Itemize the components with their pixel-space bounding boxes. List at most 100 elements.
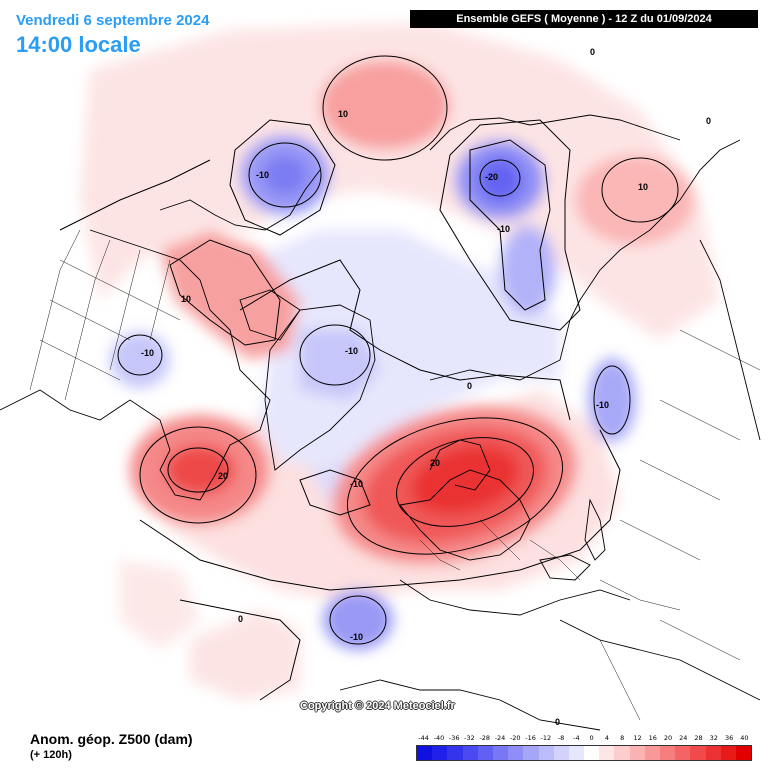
scale-swatch: [462, 746, 478, 760]
scale-swatch: [660, 746, 676, 760]
label-scandinavia-high: 20: [430, 458, 440, 468]
coast-caspian: [584, 498, 606, 561]
label-kazakh-low: -10: [596, 400, 609, 410]
contour-bering-0: [229, 119, 336, 236]
contour-kara-0: [439, 119, 581, 331]
contour-hudson-m10: [117, 334, 163, 376]
contour-pacific-zero: [59, 159, 211, 231]
scale-label: 12: [633, 734, 642, 742]
contour-south-0: [139, 429, 621, 591]
coast-mediterranean: [399, 579, 631, 616]
label-hudson-low: -10: [141, 348, 154, 358]
scale-label: -8: [557, 734, 565, 742]
scale-swatch: [508, 746, 524, 760]
scale-swatch: [492, 746, 509, 760]
label-atlantic-zero: 0: [238, 614, 243, 624]
scale-label: -32: [464, 734, 475, 742]
low-kazakh: [588, 358, 636, 442]
scale-swatch: [417, 746, 433, 760]
label-greenland-low: -10: [345, 346, 358, 356]
scale-swatch: [447, 746, 463, 760]
scale-label: -4: [573, 734, 580, 742]
contour-atlantic-m10: [299, 469, 371, 516]
low-bering-core: [263, 155, 307, 195]
scale-label: -24: [494, 734, 506, 742]
coast-scandinavia: [429, 439, 491, 491]
contour-us-east-20: [167, 447, 229, 493]
anomaly-field: [80, 22, 720, 700]
label-pacific-zero: 0: [590, 47, 595, 57]
contour-arctic-0: [239, 259, 571, 421]
label-kara-low: -20: [485, 172, 498, 182]
coastlines: [0, 114, 761, 731]
scale-swatch: [568, 746, 585, 760]
lead-time: (+ 120h): [30, 749, 72, 761]
contour-canada-10: [169, 239, 281, 346]
contour-kazakh-m10: [593, 365, 631, 435]
high-scandinavia-core: [411, 445, 519, 515]
scale-label: -36: [448, 734, 460, 742]
scale-label: -12: [540, 734, 552, 742]
borders: [29, 229, 761, 721]
contour-bering-m10: [248, 142, 322, 208]
scale-label: -16: [525, 734, 536, 742]
high-canada: [160, 230, 300, 360]
contour-siberia-10: [601, 157, 679, 223]
scale-label: 16: [648, 734, 657, 742]
scale-label: 28: [694, 734, 703, 742]
anomaly-positive-sw: [190, 610, 300, 700]
label-us-east-high: 20: [218, 471, 228, 481]
scale-label: 8: [620, 734, 625, 742]
coast-africa: [339, 679, 601, 731]
contour-pacific-10: [322, 55, 448, 161]
scale-swatch: [553, 746, 569, 760]
copyright-notice: Copyright © 2024 Meteociel.fr: [300, 700, 455, 712]
contour-greenland-m10: [299, 324, 371, 386]
contour-labels: 10 -10 -20 -10 10 10 -10 -10 0 20 -10 20…: [141, 47, 711, 727]
parameter-title: Anom. géop. Z500 (dam): [30, 731, 193, 747]
scale-label: 32: [709, 734, 718, 742]
contour-us-east-10: [139, 426, 257, 524]
scale-swatch: [614, 746, 630, 760]
contour-kara-m10: [469, 139, 551, 311]
low-iberia: [323, 590, 393, 650]
low-kara-core: [478, 158, 522, 202]
low-hudson: [110, 332, 170, 388]
scale-swatch: [538, 746, 554, 760]
coast-kamchatka: [429, 114, 681, 151]
high-us-east-core: [165, 445, 235, 495]
scale-swatch: [735, 746, 752, 760]
scale-swatch: [523, 746, 539, 760]
contours: [59, 55, 679, 701]
coast-arctic-islands: [239, 289, 301, 341]
label-asia-zero: 0: [706, 116, 711, 126]
scale-swatch: [584, 746, 600, 760]
model-run-banner: Ensemble GEFS ( Moyenne ) - 12 Z du 01/0…: [410, 10, 758, 28]
scale-swatch: [644, 746, 660, 760]
label-bering-low: -10: [256, 170, 269, 180]
anomaly-positive-pacific-sw: [120, 560, 200, 650]
coast-asia-south: [559, 619, 761, 701]
coast-alaska: [159, 169, 321, 231]
scale-label: 4: [604, 734, 609, 742]
scale-label: -28: [479, 734, 491, 742]
label-arctic-zero: 0: [467, 381, 472, 391]
contour-iberia-m10: [329, 595, 387, 645]
label-siberia-high: 10: [638, 182, 648, 192]
color-scale-bar: [416, 745, 752, 761]
high-siberia: [575, 155, 695, 245]
scale-label: 0: [589, 734, 594, 742]
coast-siberia: [429, 139, 741, 381]
scale-swatch: [705, 746, 721, 760]
scale-label: 24: [679, 734, 688, 742]
contour-southwest-0: [179, 599, 301, 701]
coast-black-sea: [539, 554, 591, 581]
contour-scandinavia-20: [396, 437, 534, 527]
coast-east-asia: [699, 239, 761, 441]
label-pacific-high: 10: [338, 109, 348, 119]
color-scale-labels: -44 -40 -36 -32 -28 -24 -20 -16 -12 -8 -4 0 4 8 12 16 20…: [416, 734, 752, 746]
label-africa-zero: 0: [555, 717, 560, 727]
anomaly-negative-arctic: [250, 230, 560, 470]
forecast-time: 14:00 locale: [16, 32, 141, 57]
